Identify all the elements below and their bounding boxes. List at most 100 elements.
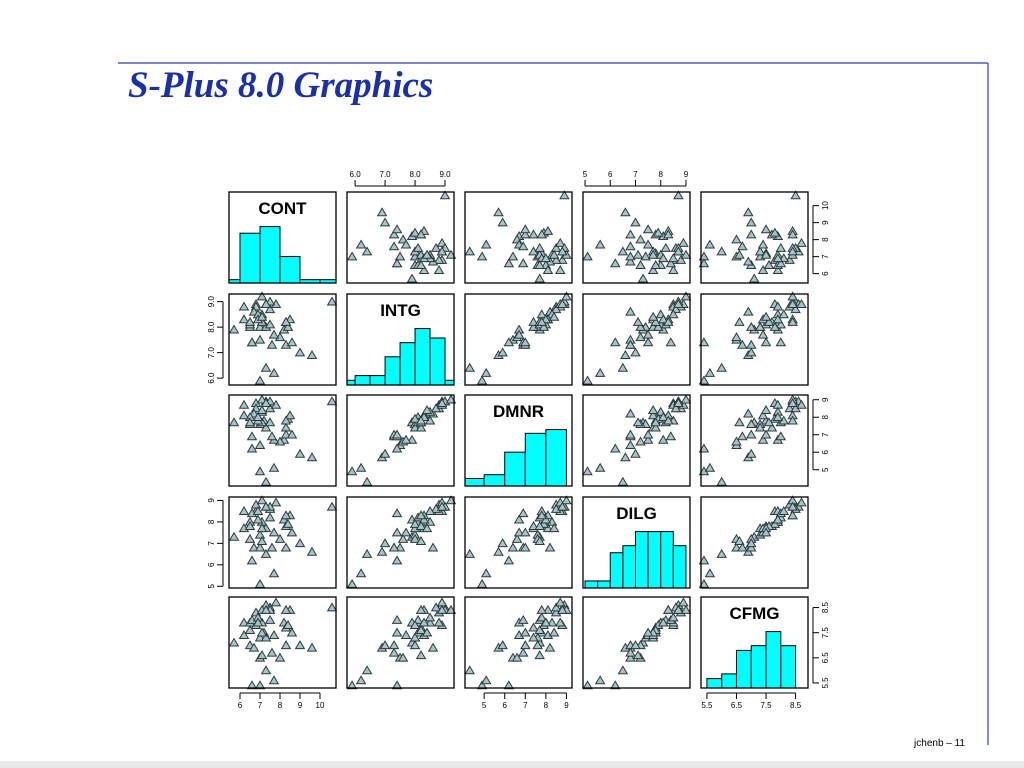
panel-frame	[582, 394, 691, 487]
scatter-point	[254, 466, 266, 476]
scatter-point	[610, 680, 621, 690]
scatter-point	[680, 291, 692, 301]
scatter-point	[266, 339, 278, 349]
scatter-point	[286, 337, 298, 347]
scatter-point	[698, 375, 710, 385]
scatter-point	[737, 241, 748, 251]
scatter-point	[409, 619, 421, 629]
panel-frame	[228, 191, 337, 284]
scatter-point	[557, 246, 568, 256]
scatter-point	[663, 415, 674, 425]
x-tick-label: 9.0	[439, 170, 451, 179]
scatter-point	[760, 224, 772, 234]
scatter-point	[280, 316, 292, 326]
histogram-bar	[634, 531, 649, 589]
scatter-point	[246, 431, 258, 441]
scatter-point	[617, 476, 629, 486]
scatter-point	[704, 568, 716, 578]
scatter-point	[796, 237, 807, 247]
scatter-point	[282, 321, 294, 331]
scatter-point	[647, 405, 659, 415]
scatter-point	[731, 234, 742, 244]
variable-name: CFMG	[729, 604, 779, 623]
scatter-point	[260, 632, 272, 642]
scatter-point	[787, 398, 798, 408]
scatter-point	[704, 367, 716, 377]
scatter-point	[716, 476, 727, 486]
scatter-point	[244, 521, 256, 530]
scatter-point	[415, 259, 427, 269]
scatter-point	[760, 311, 772, 321]
scatter-point	[743, 207, 754, 217]
scatter-point	[540, 617, 552, 627]
scatter-point	[748, 273, 760, 283]
scatter-point	[294, 640, 306, 650]
scatter-point	[534, 273, 545, 283]
scatter-point	[228, 531, 240, 541]
scatter-point	[796, 299, 807, 308]
scatter-matrix: CONT INTG DMNR DILG CFMG 6 6 7 7 8 8 9 9 10 10 6.0 6.0 7.…	[207, 170, 830, 710]
scatter-point	[228, 324, 240, 334]
scatter-point	[582, 466, 593, 476]
scatter-point	[355, 568, 367, 578]
scatter-point	[536, 229, 548, 239]
scatter-point	[418, 514, 430, 524]
scatter-point	[388, 640, 400, 650]
scatter-point	[280, 640, 292, 650]
scatter-point	[745, 448, 757, 458]
scatter-point	[497, 217, 508, 227]
scatter-point	[415, 604, 427, 614]
scatter-point	[415, 536, 427, 546]
scatter-point	[657, 434, 669, 444]
scatter-point	[680, 604, 692, 614]
scatter-point	[376, 546, 388, 556]
panel-frame	[582, 596, 691, 689]
panel-frame	[228, 394, 337, 487]
scatter-point	[260, 548, 272, 558]
scatter-point	[376, 207, 388, 217]
scatter-point	[266, 542, 278, 552]
scatter-point	[673, 246, 684, 256]
scatter-point	[391, 680, 403, 690]
scatter-point	[534, 536, 545, 546]
scatter-point	[497, 347, 508, 357]
scatter-point	[436, 246, 448, 256]
scatter-point	[787, 229, 798, 239]
scatter-point	[772, 253, 784, 263]
scatter-point	[511, 533, 523, 543]
scatter-point	[252, 412, 264, 422]
scatter-point	[326, 602, 338, 612]
scatter-point	[680, 394, 692, 404]
scatter-point	[542, 265, 554, 275]
scatter-point	[278, 514, 290, 524]
scatter-point	[617, 665, 629, 675]
scatter-point	[400, 630, 412, 640]
scatter-point	[520, 627, 531, 637]
scatter-point	[228, 637, 240, 647]
scatter-point	[647, 265, 659, 275]
y-tick-label: 5	[207, 584, 216, 589]
scatter-point	[507, 251, 519, 261]
scatter-point	[286, 527, 298, 537]
scatter-point	[678, 597, 689, 607]
scatter-point	[561, 291, 572, 301]
histogram-bar	[399, 342, 416, 386]
scatter-point	[557, 254, 568, 264]
scatter-point	[397, 533, 409, 543]
y-tick-label: 5.5	[821, 677, 830, 689]
scatter-point	[503, 680, 515, 690]
scatter-point	[503, 258, 515, 268]
y-tick-label: 9.0	[207, 296, 216, 308]
scatter-point	[445, 249, 457, 259]
scatter-point	[415, 415, 427, 425]
scatter-point	[409, 413, 421, 423]
histogram-bar	[584, 580, 599, 589]
variable-name: INTG	[380, 301, 421, 320]
y-tick-label: 7	[207, 541, 216, 546]
scatter-point	[745, 321, 757, 331]
scatter-point	[252, 514, 264, 524]
x-tick-label: 9	[298, 701, 303, 710]
scatter-point	[594, 675, 606, 685]
scatter-point	[415, 521, 427, 530]
scatter-point	[507, 542, 519, 552]
